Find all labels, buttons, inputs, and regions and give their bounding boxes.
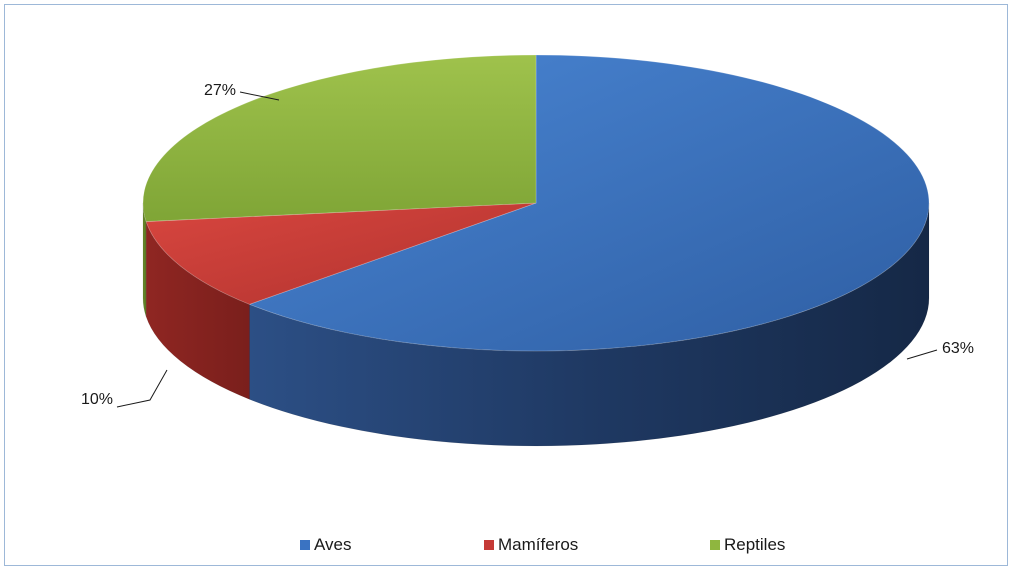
legend-item-aves: Aves [300,535,352,555]
pie-data-labels: 63% 10% 27% [81,82,974,408]
legend-swatch-mamiferos [484,540,494,550]
pie-slices [142,54,930,352]
data-label-mamiferos: 10% [81,391,113,408]
leader-line-aves [906,349,938,360]
data-label-reptiles: 27% [204,82,236,99]
pie-slice-mamiferos [145,202,537,305]
pie-side-aves [249,202,930,447]
leader-line-mamiferos [116,369,168,408]
legend-swatch-reptiles [710,540,720,550]
pie-slice-reptiles [142,54,537,222]
pie-slice-aves [248,54,930,352]
data-label-aves: 63% [942,340,974,357]
legend-label-aves: Aves [314,535,352,554]
legend-item-mamiferos: Mamíferos [484,535,578,555]
legend: Aves Mamíferos Reptiles [0,535,1014,559]
legend-label-mamiferos: Mamíferos [498,535,579,554]
legend-swatch-aves [300,540,310,550]
legend-item-reptiles: Reptiles [710,535,785,555]
legend-label-reptiles: Reptiles [724,535,786,554]
pie-sides [142,202,930,447]
leader-line-reptiles [239,91,280,101]
